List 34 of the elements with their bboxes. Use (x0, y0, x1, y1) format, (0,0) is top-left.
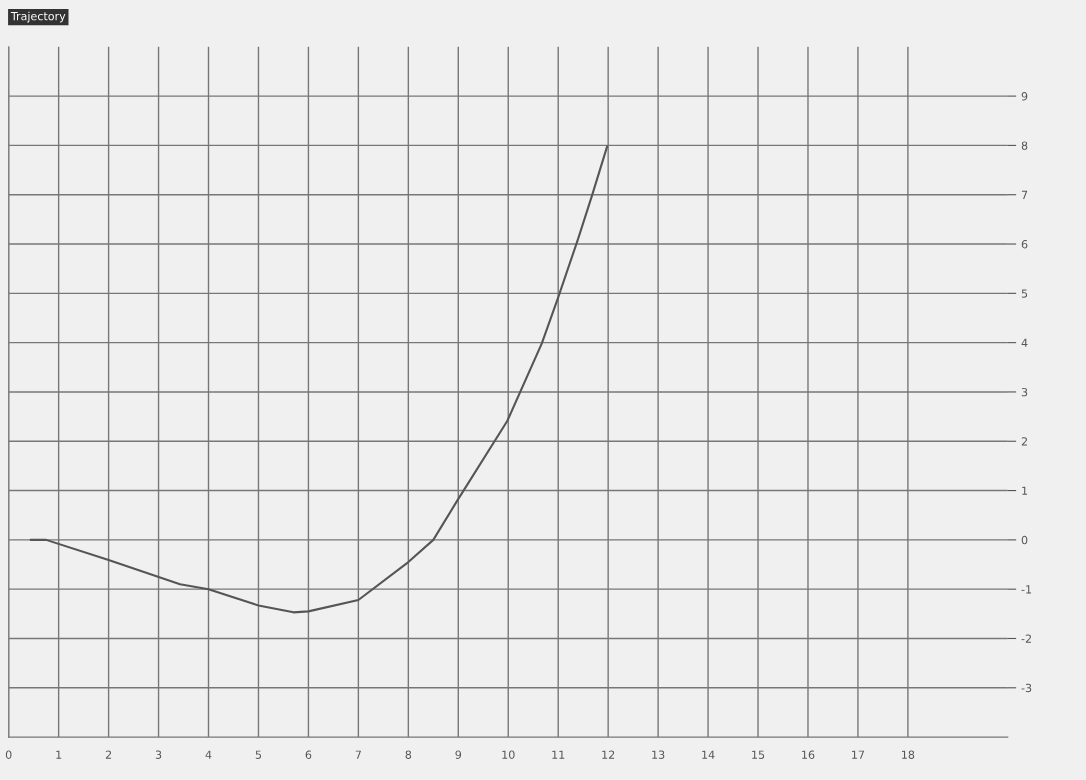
x-tick-label: 7 (355, 750, 361, 759)
y-tick-label: 8 (1021, 141, 1028, 150)
y-tick-label: -2 (1021, 634, 1031, 643)
x-tick-label: 0 (5, 750, 12, 759)
x-tick-label: 4 (205, 750, 212, 759)
y-tick-label: 9 (1021, 92, 1028, 101)
x-tick-label: 17 (852, 750, 865, 759)
y-tick-label: 0 (1021, 535, 1028, 545)
x-tick-label: 15 (752, 750, 765, 759)
y-tick-label: -3 (1021, 683, 1032, 693)
line-series (29, 145, 609, 614)
x-tick-label: 16 (802, 750, 815, 759)
y-tick-label: 4 (1021, 338, 1028, 347)
x-tick-label: 18 (902, 750, 915, 759)
y-tick-label: 1 (1022, 486, 1028, 495)
x-tick-label: 2 (105, 750, 112, 759)
y-tick-label: 7 (1021, 190, 1028, 199)
y-tick-label: -1 (1021, 585, 1032, 594)
x-tick-label: 12 (602, 750, 615, 759)
x-tick-label: 8 (405, 750, 412, 759)
x-tick-label: 14 (702, 750, 715, 759)
y-tick-label: 6 (1021, 240, 1028, 249)
x-tick-label: 9 (455, 750, 462, 759)
x-tick-label: 11 (552, 750, 565, 759)
x-tick-label: 10 (502, 750, 515, 759)
x-tick-label: 13 (652, 750, 665, 759)
y-tick-label: 2 (1021, 437, 1027, 446)
y-tick-label: 5 (1021, 289, 1028, 298)
x-tick-label: 6 (305, 750, 312, 759)
x-tick-label: 3 (155, 750, 162, 759)
x-tick-label: 5 (255, 750, 262, 759)
chart-title: Trajectory (10, 11, 66, 23)
y-tick-label: 3 (1021, 387, 1028, 397)
x-tick-label: 1 (56, 750, 62, 759)
